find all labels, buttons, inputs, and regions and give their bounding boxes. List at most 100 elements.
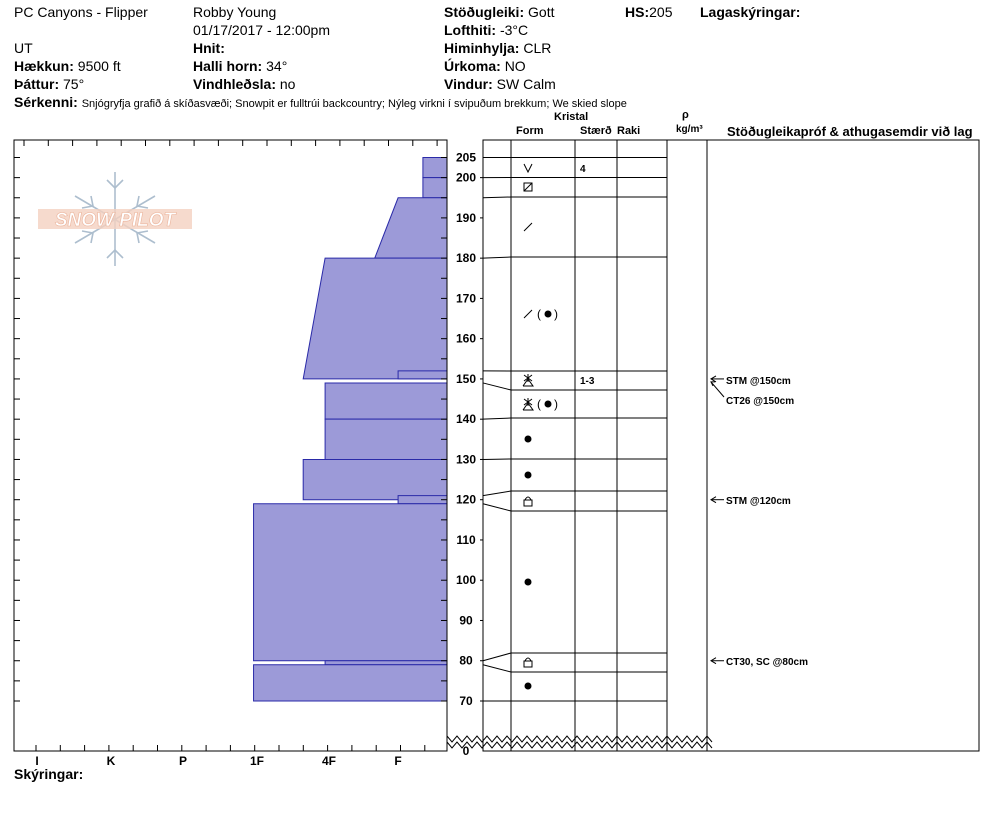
wind-loading-label: Vindhleðsla:: [193, 76, 276, 92]
elevation-label: Hækkun:: [14, 58, 74, 74]
aspect-value: 75°: [63, 76, 85, 92]
stability-test-annotation: CT26 @150cm: [710, 381, 794, 407]
stability-test-annotation: STM @150cm: [710, 375, 791, 387]
specifics-value: Snjógryfja grafið á skíðasvæði; Snowpit …: [81, 98, 627, 110]
stability-test-label: CT26 @150cm: [726, 396, 794, 407]
stability: Stöðugleiki: Gott: [444, 4, 554, 20]
boundary-connector: [482, 490, 512, 497]
break-line: [446, 735, 713, 743]
col-size: Stærð: [580, 125, 612, 137]
depth-tick-label: 140: [456, 412, 476, 426]
boundary-connector: [482, 256, 512, 259]
break-line: [446, 741, 713, 749]
stability-value: Gott: [528, 4, 555, 20]
hardness-tick-label: I: [35, 754, 38, 768]
depth-tick-label: 0: [463, 744, 470, 758]
crystal-form-symbol-dot: [524, 435, 532, 443]
depth-tick-label: 180: [456, 251, 476, 265]
stability-test-annotation: CT30, SC @80cm: [710, 657, 808, 668]
aspect-label: Þáttur:: [14, 76, 60, 92]
hs: HS:205: [625, 4, 672, 20]
col-form: Form: [516, 125, 544, 137]
depth-tick-label: 80: [459, 654, 473, 668]
slope-value: 34°: [266, 58, 288, 74]
stability-test-label: STM @150cm: [726, 376, 791, 387]
hardness-tick-label: P: [179, 754, 187, 768]
col-moisture: Raki: [617, 125, 641, 137]
stability-test-label: STM @120cm: [726, 496, 791, 507]
grain-size-label: 4: [580, 164, 586, 175]
stability-test-annotation: STM @120cm: [710, 496, 791, 507]
boundary-connector: [482, 664, 512, 673]
hardness-bar: [397, 370, 448, 380]
stability-label: Stöðugleiki:: [444, 4, 525, 20]
boundary-connector: [482, 417, 512, 420]
elevation: Hækkun: 9500 ft: [14, 58, 121, 74]
crystal-form-symbol-dot: [524, 578, 532, 586]
depth-tick-label: 200: [456, 171, 476, 185]
stability-test-label: CT30, SC @80cm: [726, 657, 808, 668]
slope: Halli horn: 34°: [193, 58, 287, 74]
hardness-bar: [374, 197, 448, 259]
coords: Hnit:: [193, 40, 225, 56]
col-density-unit: kg/m³: [676, 124, 703, 135]
slope-label: Halli horn:: [193, 58, 263, 74]
wind: Vindur: SW Calm: [444, 76, 556, 92]
depth-tick-label: 160: [456, 332, 476, 346]
hardness-bar: [302, 458, 448, 501]
boundary-connector: [482, 503, 512, 512]
boundary-connector: [482, 382, 512, 391]
crystal-form-symbol-dot: [524, 682, 532, 690]
crystal-form-symbol-star: [522, 374, 534, 387]
svg-text:(: (: [537, 397, 541, 411]
depth-tick-label: 170: [456, 291, 476, 305]
col-stability-notes: Stöðugleikapróf & athugasemdir við lag: [727, 124, 973, 139]
boundary-connector: [482, 652, 512, 662]
crystal-form-symbol-dot: [524, 471, 532, 479]
location: PC Canyons - Flipper: [14, 4, 148, 20]
specifics: Sérkenni: Snjógryfja grafið á skíðasvæði…: [14, 94, 627, 111]
hardness-tick-label: K: [107, 754, 116, 768]
wind-loading-value: no: [279, 76, 296, 92]
depth-tick-label: 70: [459, 694, 473, 708]
depth-tick-label: 120: [456, 493, 476, 507]
hardness-bar: [253, 503, 448, 662]
depth-tick-label: 130: [456, 452, 476, 466]
svg-text:(: (: [537, 307, 541, 321]
hardness-bar: [422, 177, 448, 199]
air-temp-label: Lofthiti:: [444, 22, 497, 38]
crystal-form-symbol-star-dot: (): [522, 397, 558, 411]
wind-loading: Vindhleðsla: no: [193, 76, 295, 92]
hs-value: 205: [649, 4, 673, 20]
crystal-form-symbol-lock: [523, 496, 533, 507]
crystal-form-symbol-v: [523, 163, 533, 174]
boundary-connector: [482, 196, 512, 199]
datetime: 01/17/2017 - 12:00pm: [193, 22, 330, 38]
col-crystal: Kristal: [554, 111, 589, 123]
hardness-bar: [324, 418, 448, 460]
specifics-label: Sérkenni:: [14, 94, 78, 110]
hardness-tick-label: F: [394, 754, 401, 768]
depth-tick-label: 90: [459, 613, 473, 627]
precip: Úrkoma: NO: [444, 58, 526, 74]
sky: Himinhylja: CLR: [444, 40, 551, 56]
coords-label: Hnit:: [193, 40, 225, 56]
layer-notes-label: Lagaskýringar:: [700, 4, 801, 20]
crystal-form-symbol-box: [523, 182, 533, 192]
crystal-form-symbol-lock: [523, 657, 533, 668]
depth-tick-label: 205: [456, 151, 476, 165]
grain-size-label: 1-3: [580, 376, 595, 387]
hardness-tick-label: 1F: [250, 754, 264, 768]
elevation-value: 9500 ft: [77, 58, 121, 74]
hardness-tick-label: 4F: [322, 754, 336, 768]
depth-tick-label: 150: [456, 372, 476, 386]
logo-text: SNOW PILOT: [55, 210, 177, 231]
precip-value: NO: [504, 58, 526, 74]
svg-text:): ): [554, 307, 558, 321]
hardness-bar: [302, 257, 448, 380]
sky-label: Himinhylja:: [444, 40, 520, 56]
snowpilot-logo: SNOW PILOT: [38, 172, 192, 266]
crystal-form-symbol-slash-dot: (): [523, 307, 558, 321]
wind-value: SW Calm: [496, 76, 556, 92]
